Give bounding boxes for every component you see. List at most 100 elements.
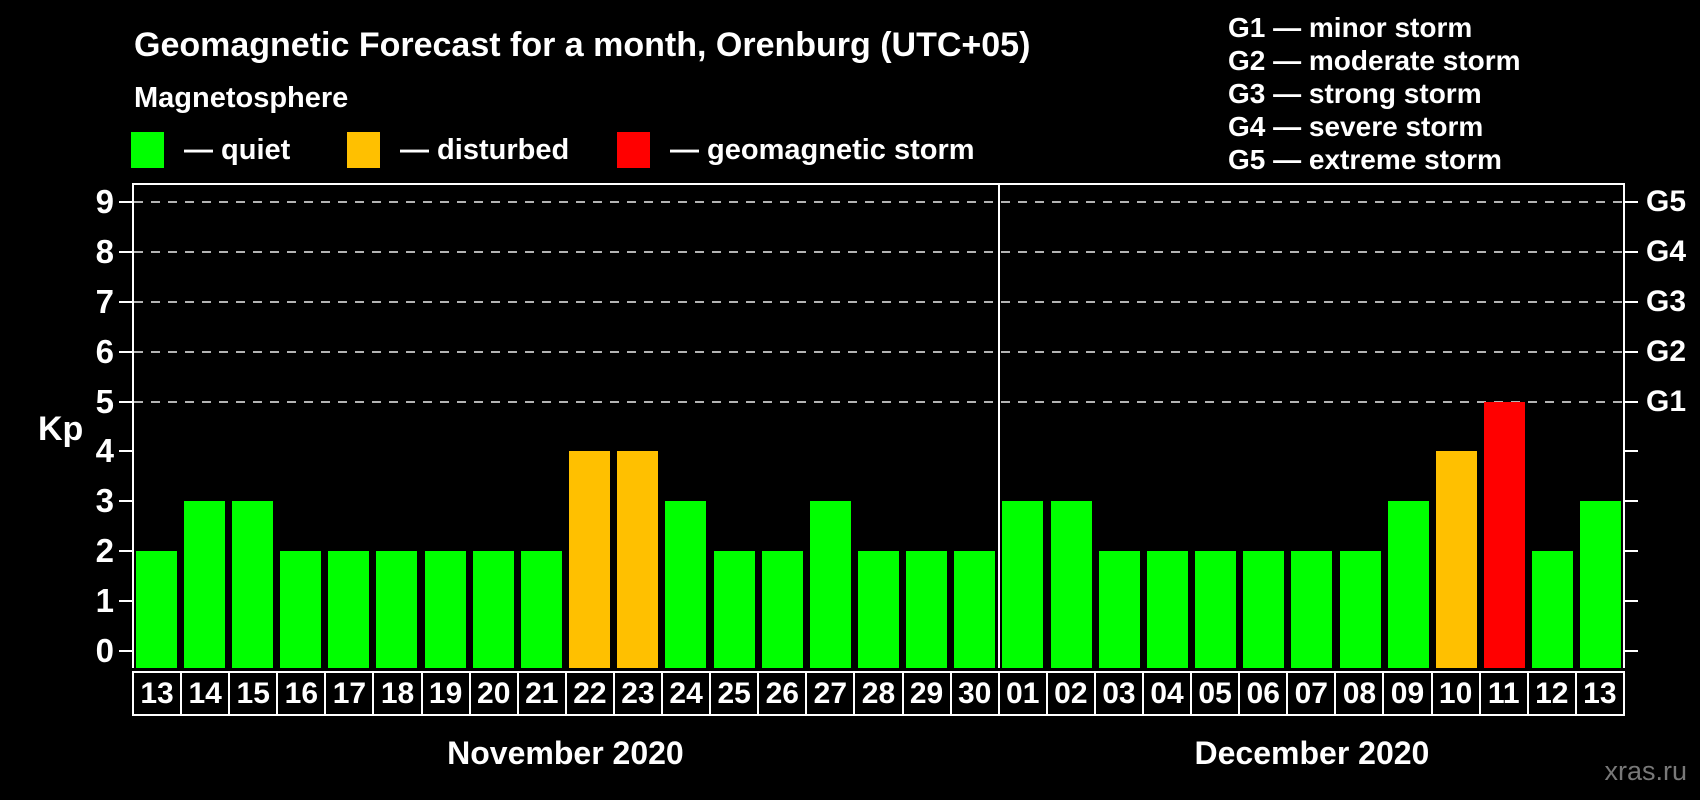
- storm-swatch-icon: [617, 132, 650, 168]
- g5-legend-line: G5 — extreme storm: [1228, 144, 1502, 175]
- g-scale-tick-label: G2: [1646, 334, 1687, 368]
- y-tick-right: [1625, 550, 1638, 553]
- kp-bar-chart: [132, 183, 1625, 668]
- month-label: November 2020: [447, 735, 684, 771]
- plot-frame-left: [132, 183, 134, 668]
- day-axis: 13 14 15 16 17 18 19 20 21 22 23 24 25 26 27 28 29 30 01 02…: [132, 671, 1625, 716]
- magnetosphere-label: Magnetosphere: [134, 82, 349, 114]
- g4-legend-line: G4 — severe storm: [1228, 111, 1484, 142]
- day-label-15: 15: [228, 671, 279, 716]
- kp-bar: [376, 551, 418, 668]
- kp-bar: [424, 551, 466, 668]
- kp-bar: [665, 501, 707, 668]
- kp-bar: [1146, 551, 1188, 668]
- month-label: December 2020: [1194, 735, 1430, 771]
- day-label-17: 17: [324, 671, 375, 716]
- kp-axis-label: Kp: [38, 410, 84, 448]
- y-tick-right: [1625, 300, 1638, 303]
- kp-bar: [1243, 551, 1285, 668]
- day-label-01: 01: [997, 671, 1048, 716]
- kp-bar: [1532, 551, 1574, 668]
- kp-bar: [1387, 501, 1429, 668]
- y-tick-label: 5: [95, 382, 114, 420]
- day-label-20: 20: [468, 671, 519, 716]
- day-label-25: 25: [709, 671, 760, 716]
- y-tick-label: 3: [95, 482, 114, 520]
- legend-item-storm: — geomagnetic storm: [617, 132, 975, 168]
- y-tick-label: 0: [95, 632, 114, 669]
- day-label-29: 29: [901, 671, 952, 716]
- g-scale-tick-label: G4: [1646, 234, 1687, 268]
- kp-bar: [1098, 551, 1140, 668]
- day-label-02: 02: [1045, 671, 1096, 716]
- kp-bar: [1050, 501, 1092, 668]
- day-label-13: 13: [1574, 671, 1625, 716]
- y-tick-right: [1625, 650, 1638, 652]
- y-tick-left: [119, 250, 132, 253]
- day-label-07: 07: [1286, 671, 1337, 716]
- y-tick-left: [119, 500, 132, 503]
- kp-bar: [1484, 401, 1526, 668]
- kp-bar: [1195, 551, 1237, 668]
- disturbed-swatch-icon: [347, 132, 380, 168]
- day-label-06: 06: [1238, 671, 1289, 716]
- kp-bar: [954, 551, 996, 668]
- g2-legend-line: G2 — moderate storm: [1228, 45, 1521, 76]
- kp-bar: [520, 551, 562, 668]
- kp-bar: [280, 551, 322, 668]
- day-label-16: 16: [276, 671, 327, 716]
- kp-bar: [1339, 551, 1381, 668]
- kp-bar: [1291, 551, 1333, 668]
- g-scale-legend: G1 — minor storm G2 — moderate storm G3 …: [1228, 11, 1521, 176]
- day-label-12: 12: [1526, 671, 1577, 716]
- quiet-swatch-icon: [131, 132, 164, 168]
- kp-bar: [135, 551, 177, 668]
- day-label-13: 13: [132, 671, 183, 716]
- y-tick-label: 6: [95, 332, 114, 370]
- day-label-28: 28: [853, 671, 904, 716]
- kp-bar: [183, 501, 225, 668]
- y-tick-right: [1625, 200, 1638, 203]
- y-tick-right: [1625, 450, 1638, 453]
- day-label-27: 27: [805, 671, 856, 716]
- kp-bar: [858, 551, 899, 668]
- y-tick-left: [119, 650, 132, 652]
- gridline-kp6: [134, 350, 1623, 353]
- legend-label-storm: — geomagnetic storm: [670, 133, 975, 166]
- day-label-18: 18: [372, 671, 423, 716]
- kp-bar: [906, 551, 948, 668]
- day-label-26: 26: [757, 671, 808, 716]
- g1-legend-line: G1 — minor storm: [1228, 12, 1473, 43]
- y-tick-label: 7: [95, 282, 114, 320]
- kp-bar: [1580, 501, 1622, 668]
- kp-bar: [809, 501, 851, 668]
- y-tick-left: [119, 300, 132, 303]
- gridline-kp5: [134, 400, 1623, 403]
- g-scale-tick-label: G5: [1646, 184, 1687, 218]
- day-label-10: 10: [1430, 671, 1481, 716]
- y-tick-label: 2: [95, 532, 114, 570]
- kp-bar: [761, 551, 803, 668]
- y-tick-label: 8: [95, 232, 114, 270]
- legend-item-quiet: — quiet: [131, 132, 290, 168]
- y-tick-left: [119, 400, 132, 403]
- kp-bar: [1002, 501, 1044, 668]
- gridline-kp8: [134, 250, 1623, 253]
- day-label-23: 23: [612, 671, 664, 716]
- day-label-21: 21: [516, 671, 567, 716]
- day-label-08: 08: [1334, 671, 1385, 716]
- legend-item-disturbed: — disturbed: [347, 132, 569, 168]
- legend-label-quiet: — quiet: [184, 133, 291, 166]
- y-tick-left: [119, 200, 132, 203]
- y-tick-label: 4: [95, 432, 114, 470]
- y-tick-right: [1625, 500, 1638, 503]
- plot-frame-right: [1623, 183, 1625, 668]
- day-label-19: 19: [420, 671, 471, 716]
- y-tick-right: [1625, 250, 1638, 253]
- kp-bar: [328, 551, 370, 668]
- kp-bar: [617, 451, 659, 668]
- gridline-kp7: [134, 300, 1623, 303]
- y-tick-right: [1625, 600, 1638, 603]
- kp-bar: [713, 551, 755, 668]
